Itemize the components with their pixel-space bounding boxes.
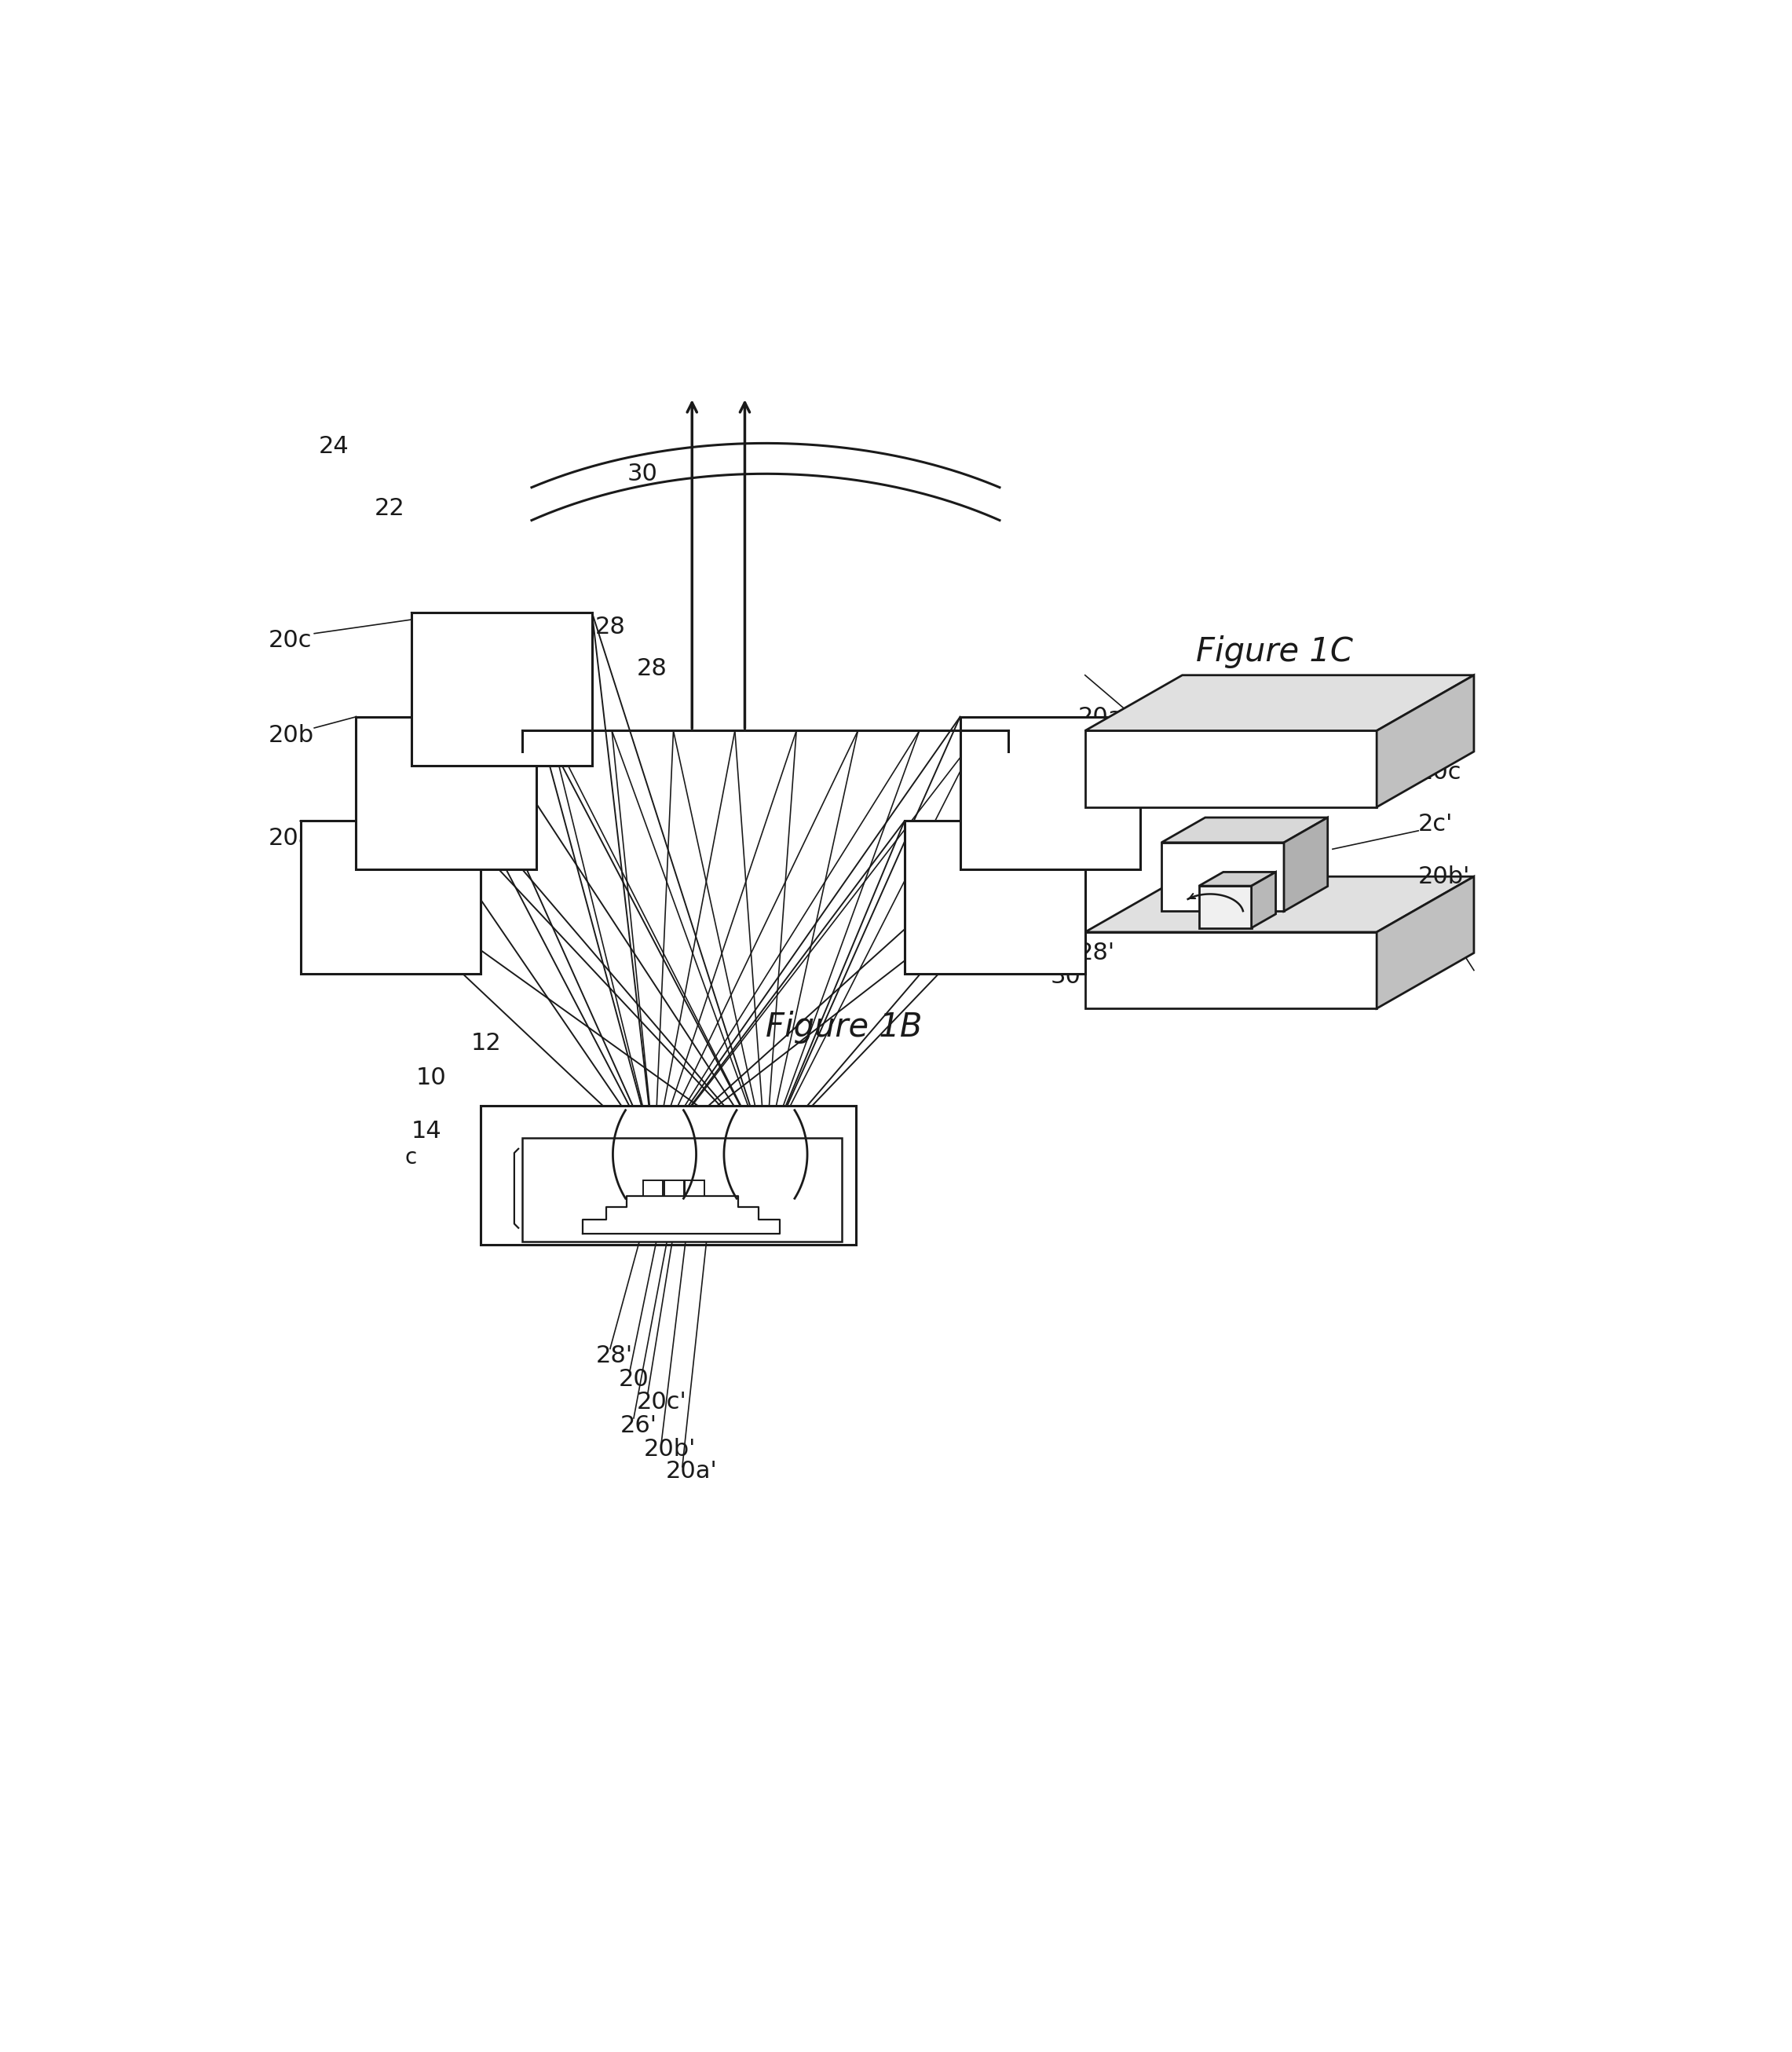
Bar: [905, 821, 1086, 975]
Text: 28': 28': [597, 1344, 633, 1367]
Bar: [357, 716, 536, 870]
Text: 30': 30': [1050, 964, 1088, 989]
Text: Figure 1C: Figure 1C: [1197, 636, 1353, 669]
Polygon shape: [1199, 886, 1251, 928]
Text: 20b': 20b': [643, 1438, 695, 1461]
Polygon shape: [1376, 675, 1473, 806]
Text: 28': 28': [1079, 942, 1115, 964]
Polygon shape: [1376, 876, 1473, 1008]
Polygon shape: [1086, 731, 1376, 806]
Text: 14: 14: [412, 1120, 443, 1143]
Text: 24: 24: [319, 435, 349, 458]
Polygon shape: [1086, 675, 1473, 731]
Polygon shape: [1161, 843, 1283, 911]
Text: 20c: 20c: [269, 630, 312, 653]
Text: c: c: [405, 1147, 416, 1170]
Polygon shape: [1086, 876, 1473, 932]
Polygon shape: [1086, 932, 1376, 1008]
Polygon shape: [1251, 872, 1276, 928]
Polygon shape: [1199, 872, 1276, 886]
Polygon shape: [1283, 817, 1328, 911]
Text: 20a': 20a': [665, 1459, 717, 1484]
Text: 28: 28: [636, 657, 667, 679]
Text: 12: 12: [471, 1032, 502, 1055]
Text: 20: 20: [618, 1369, 649, 1391]
Bar: [523, 1137, 842, 1241]
Bar: [643, 1180, 663, 1196]
Text: 20c': 20c': [636, 1391, 686, 1414]
Text: 26': 26': [620, 1414, 656, 1436]
Text: 20b': 20b': [1419, 866, 1471, 889]
Bar: [665, 1180, 685, 1196]
Text: 28: 28: [595, 616, 625, 638]
Text: 20a: 20a: [269, 827, 314, 850]
Bar: [412, 614, 591, 765]
Text: 22: 22: [375, 497, 405, 519]
Text: 26: 26: [564, 747, 595, 770]
Text: 30: 30: [627, 462, 658, 486]
Text: 2c': 2c': [1419, 813, 1453, 835]
Polygon shape: [1161, 817, 1328, 843]
Text: 20c: 20c: [1419, 761, 1462, 784]
Text: Figure 1B: Figure 1B: [765, 1010, 923, 1042]
Bar: [961, 716, 1142, 870]
Bar: [480, 1106, 857, 1246]
Bar: [685, 1180, 704, 1196]
Bar: [301, 821, 480, 975]
Text: 10: 10: [416, 1067, 446, 1090]
Text: 20b: 20b: [269, 724, 314, 747]
Text: 20a: 20a: [1079, 706, 1124, 728]
